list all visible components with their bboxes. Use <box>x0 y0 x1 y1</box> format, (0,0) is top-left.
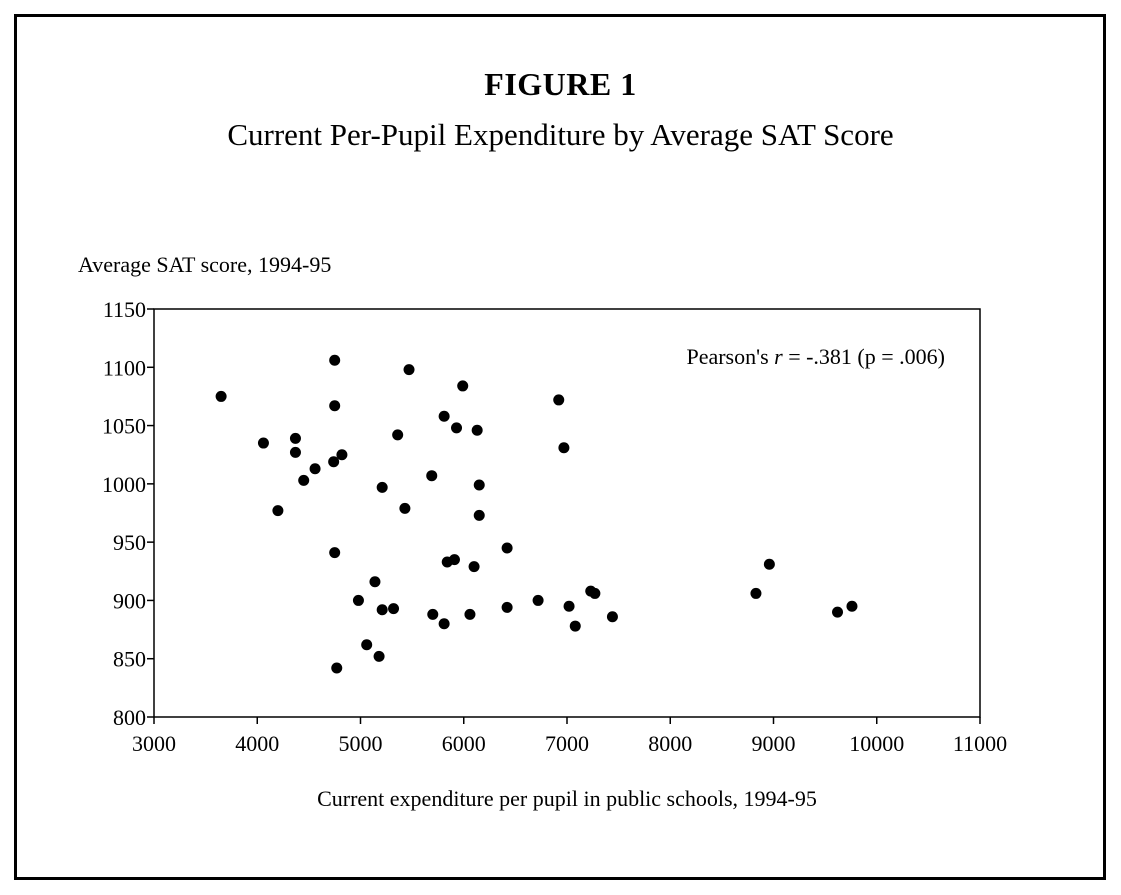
data-points <box>215 354 858 674</box>
scatter-point <box>473 509 485 521</box>
scatter-point <box>373 650 385 662</box>
x-tick-label: 6000 <box>442 731 486 756</box>
scatter-point <box>569 620 581 632</box>
scatter-point <box>328 456 340 468</box>
x-tick-label: 8000 <box>648 731 692 756</box>
correlation-annotation: Pearson's r = -.381 (p = .006) <box>686 344 945 369</box>
y-axis-label: Average SAT score, 1994-95 <box>78 252 332 277</box>
scatter-point <box>426 470 438 482</box>
scatter-point <box>329 354 341 366</box>
scatter-point <box>298 474 310 486</box>
scatter-point <box>832 606 844 618</box>
x-axis-label: Current expenditure per pupil in public … <box>317 786 817 811</box>
y-tick-label: 950 <box>113 530 146 555</box>
scatter-point <box>369 576 381 588</box>
scatter-point <box>215 390 227 402</box>
scatter-point <box>846 600 858 612</box>
scatter-point <box>392 429 404 441</box>
scatter-point <box>606 611 618 623</box>
scatter-point <box>763 558 775 570</box>
scatter-point <box>376 604 388 616</box>
scatter-point <box>427 608 439 620</box>
scatter-point <box>464 608 476 620</box>
scatter-point <box>589 587 601 599</box>
y-tick-label: 800 <box>113 705 146 730</box>
scatter-point <box>448 554 460 566</box>
scatter-point <box>558 442 570 454</box>
scatter-point <box>501 542 513 554</box>
figure-title: FIGURE 1 <box>484 66 637 102</box>
scatter-point <box>331 662 343 674</box>
scatter-point <box>289 432 301 444</box>
x-tick-label: 10000 <box>849 731 904 756</box>
scatter-point <box>468 561 480 573</box>
scatter-point <box>376 481 388 493</box>
y-axis: 800 850 900 950 1000 1050 1100 1150 <box>102 297 154 730</box>
scatter-point <box>403 364 415 376</box>
y-tick-label: 850 <box>113 647 146 672</box>
y-tick-label: 1150 <box>103 297 146 322</box>
scatter-point <box>563 600 575 612</box>
scatter-point <box>361 639 373 651</box>
x-tick-label: 7000 <box>545 731 589 756</box>
scatter-point <box>532 594 544 606</box>
y-tick-label: 1050 <box>102 414 146 439</box>
scatter-point <box>352 594 364 606</box>
scatter-point <box>289 446 301 458</box>
x-tick-label: 9000 <box>752 731 796 756</box>
scatter-point <box>553 394 565 406</box>
scatter-point <box>329 400 341 412</box>
x-axis: 3000 4000 5000 6000 7000 8000 9000 10000 11000 <box>132 717 1007 756</box>
scatter-point <box>257 437 269 449</box>
scatter-point <box>750 587 762 599</box>
scatter-point <box>471 424 483 436</box>
scatter-point <box>329 547 341 559</box>
scatter-point <box>457 380 469 392</box>
x-tick-label: 11000 <box>953 731 1007 756</box>
figure-subtitle: Current Per-Pupil Expenditure by Average… <box>227 117 894 152</box>
scatter-point <box>388 603 400 615</box>
x-tick-label: 5000 <box>339 731 383 756</box>
y-tick-label: 1000 <box>102 472 146 497</box>
scatter-point <box>272 505 284 517</box>
scatter-point <box>473 479 485 491</box>
scatter-point <box>501 601 513 613</box>
scatter-point <box>438 410 450 422</box>
scatter-point <box>451 422 463 434</box>
scatter-point <box>399 502 411 514</box>
x-tick-label: 4000 <box>235 731 279 756</box>
y-tick-label: 900 <box>113 588 146 613</box>
scatter-point <box>309 463 321 475</box>
x-tick-label: 3000 <box>132 731 176 756</box>
y-tick-label: 1100 <box>103 355 146 380</box>
scatter-point <box>438 618 450 630</box>
scatter-point <box>336 449 348 461</box>
